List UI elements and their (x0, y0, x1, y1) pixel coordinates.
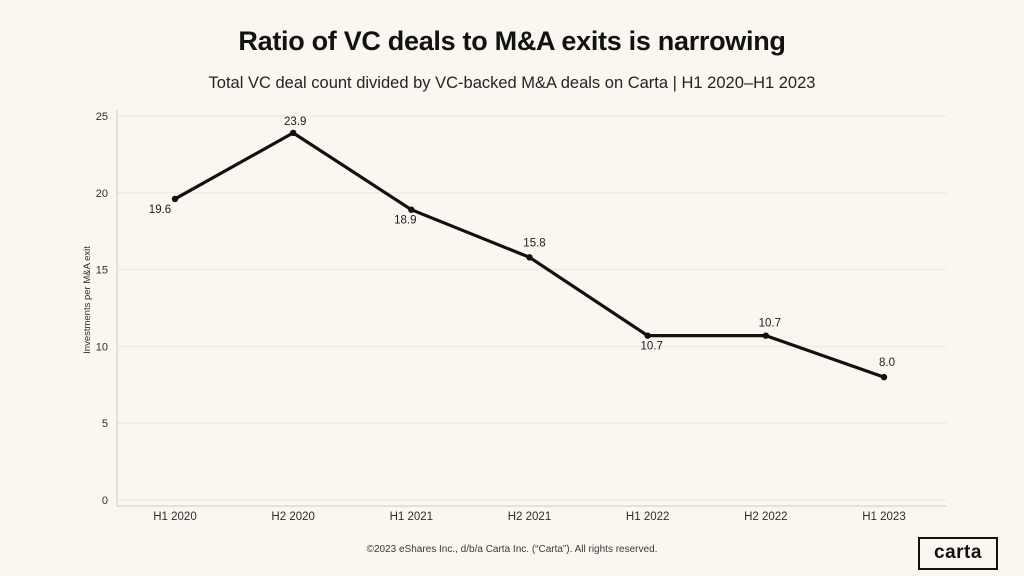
x-tick-label: H1 2020 (153, 511, 196, 523)
copyright-text: ©2023 eShares Inc., d/b/a Carta Inc. (“C… (366, 544, 658, 555)
x-tick-label: H2 2021 (508, 511, 551, 523)
x-tick-label: H2 2022 (744, 511, 787, 523)
chart-subtitle: Total VC deal count divided by VC-backed… (208, 74, 816, 92)
data-point-label: 23.9 (284, 116, 306, 128)
carta-logo-text: carta (934, 541, 982, 563)
data-point (171, 195, 179, 203)
y-axis-title: Investments per M&A exit (82, 246, 93, 354)
x-tick-label: H1 2022 (626, 511, 669, 523)
chart-title: Ratio of VC deals to M&A exits is narrow… (238, 26, 786, 56)
data-point (644, 332, 651, 339)
y-tick-label: 20 (96, 188, 108, 200)
y-tick-label: 15 (96, 265, 108, 277)
data-point (289, 129, 297, 137)
carta-logo: carta (918, 537, 998, 570)
y-tick-label: 10 (96, 341, 108, 353)
data-point-label: 18.9 (394, 215, 416, 227)
data-point-label: 10.7 (640, 341, 662, 353)
x-tick-label: H2 2020 (271, 511, 314, 523)
data-point-label: 10.7 (759, 318, 781, 330)
data-point-label: 8.0 (879, 357, 895, 369)
y-tick-label: 25 (96, 111, 108, 123)
data-point (880, 373, 888, 381)
data-point (762, 332, 770, 339)
data-point (408, 206, 415, 213)
data-point-label: 15.8 (523, 237, 545, 249)
x-tick-label: H1 2023 (862, 511, 905, 523)
y-tick-label: 5 (102, 418, 108, 430)
data-point (526, 254, 533, 261)
x-tick-label: H1 2021 (390, 511, 433, 523)
y-tick-label: 0 (102, 495, 108, 507)
data-point-label: 19.6 (149, 204, 171, 216)
